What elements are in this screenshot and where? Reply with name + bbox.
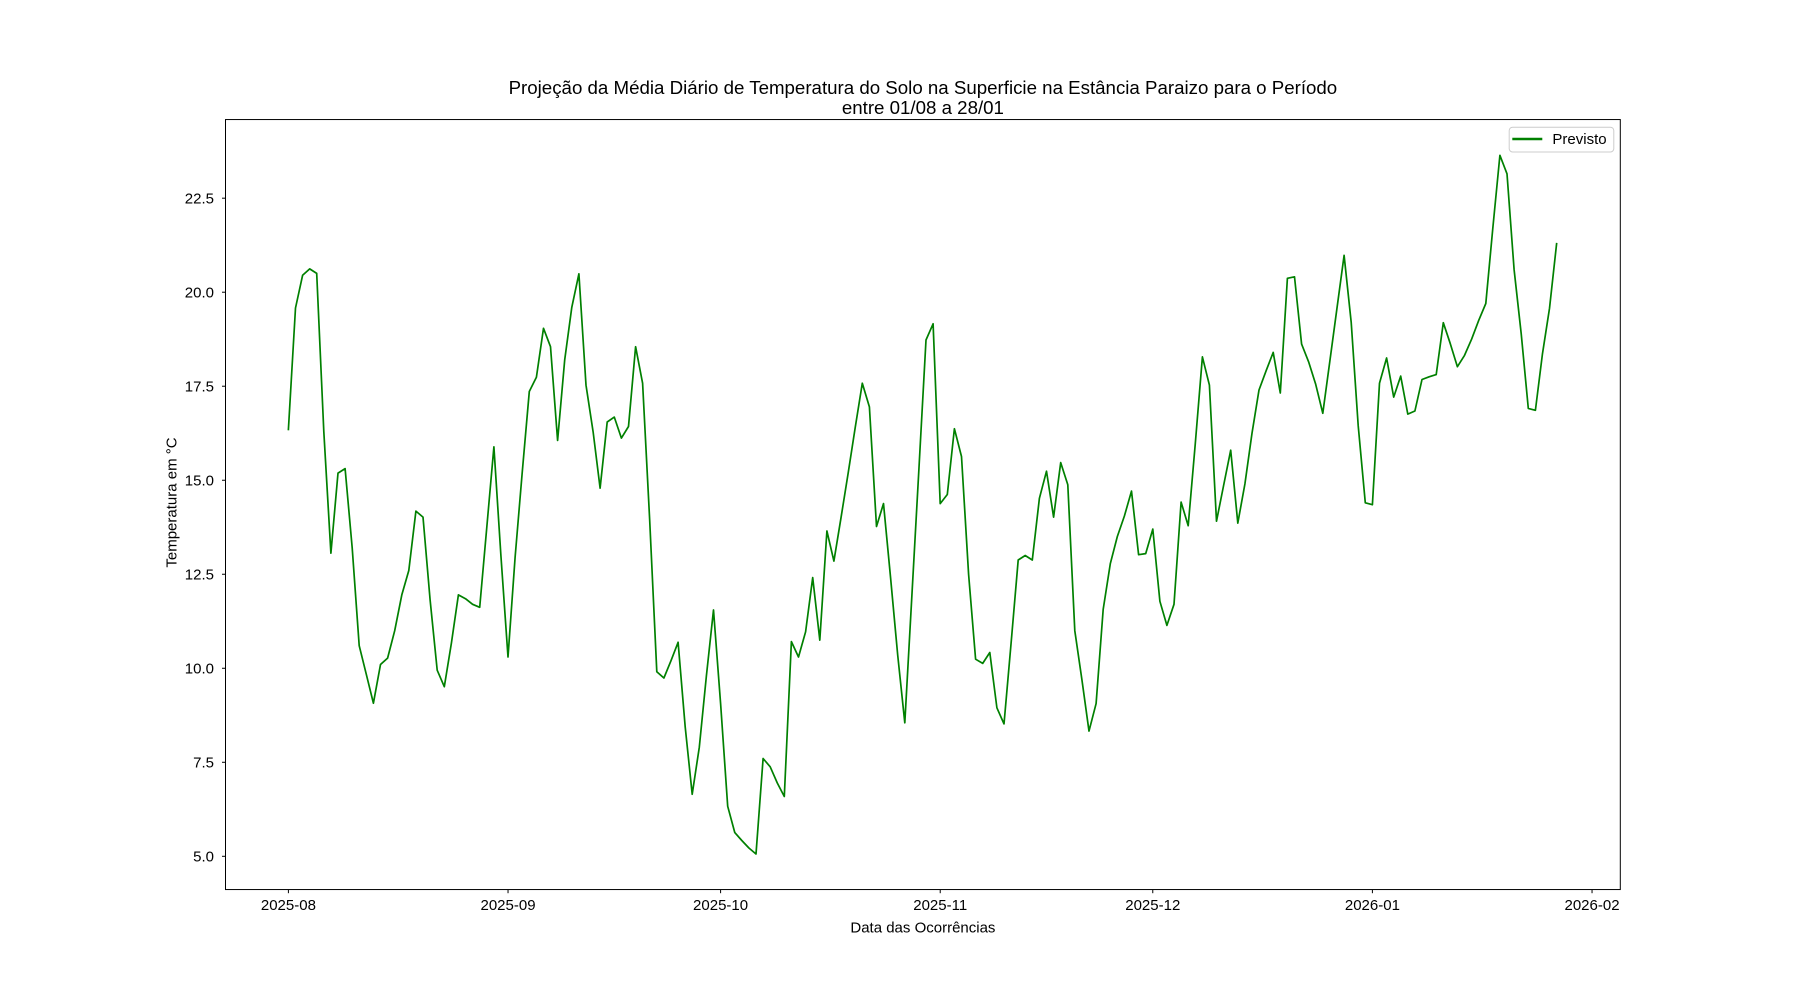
- svg-text:Projeção da Média Diário de Te: Projeção da Média Diário de Temperatura …: [509, 77, 1338, 98]
- svg-text:15.0: 15.0: [185, 472, 214, 489]
- svg-text:2025-12: 2025-12: [1125, 897, 1180, 914]
- svg-text:17.5: 17.5: [185, 378, 214, 395]
- svg-text:Temperatura em °C: Temperatura em °C: [163, 437, 180, 567]
- svg-text:2026-01: 2026-01: [1345, 897, 1400, 914]
- svg-text:2026-02: 2026-02: [1565, 897, 1620, 914]
- svg-text:22.5: 22.5: [185, 190, 214, 207]
- svg-text:2025-10: 2025-10: [693, 897, 748, 914]
- svg-text:12.5: 12.5: [185, 566, 214, 583]
- svg-text:7.5: 7.5: [193, 754, 214, 771]
- svg-text:2025-09: 2025-09: [480, 897, 535, 914]
- svg-text:5.0: 5.0: [193, 849, 214, 866]
- svg-text:20.0: 20.0: [185, 284, 214, 301]
- svg-text:entre 01/08 a 28/01: entre 01/08 a 28/01: [842, 97, 1004, 118]
- svg-text:2025-11: 2025-11: [913, 897, 967, 914]
- svg-text:2025-08: 2025-08: [261, 897, 316, 914]
- svg-text:Data das Ocorrências: Data das Ocorrências: [850, 920, 995, 937]
- svg-text:10.0: 10.0: [185, 660, 214, 677]
- svg-text:Previsto: Previsto: [1552, 131, 1606, 148]
